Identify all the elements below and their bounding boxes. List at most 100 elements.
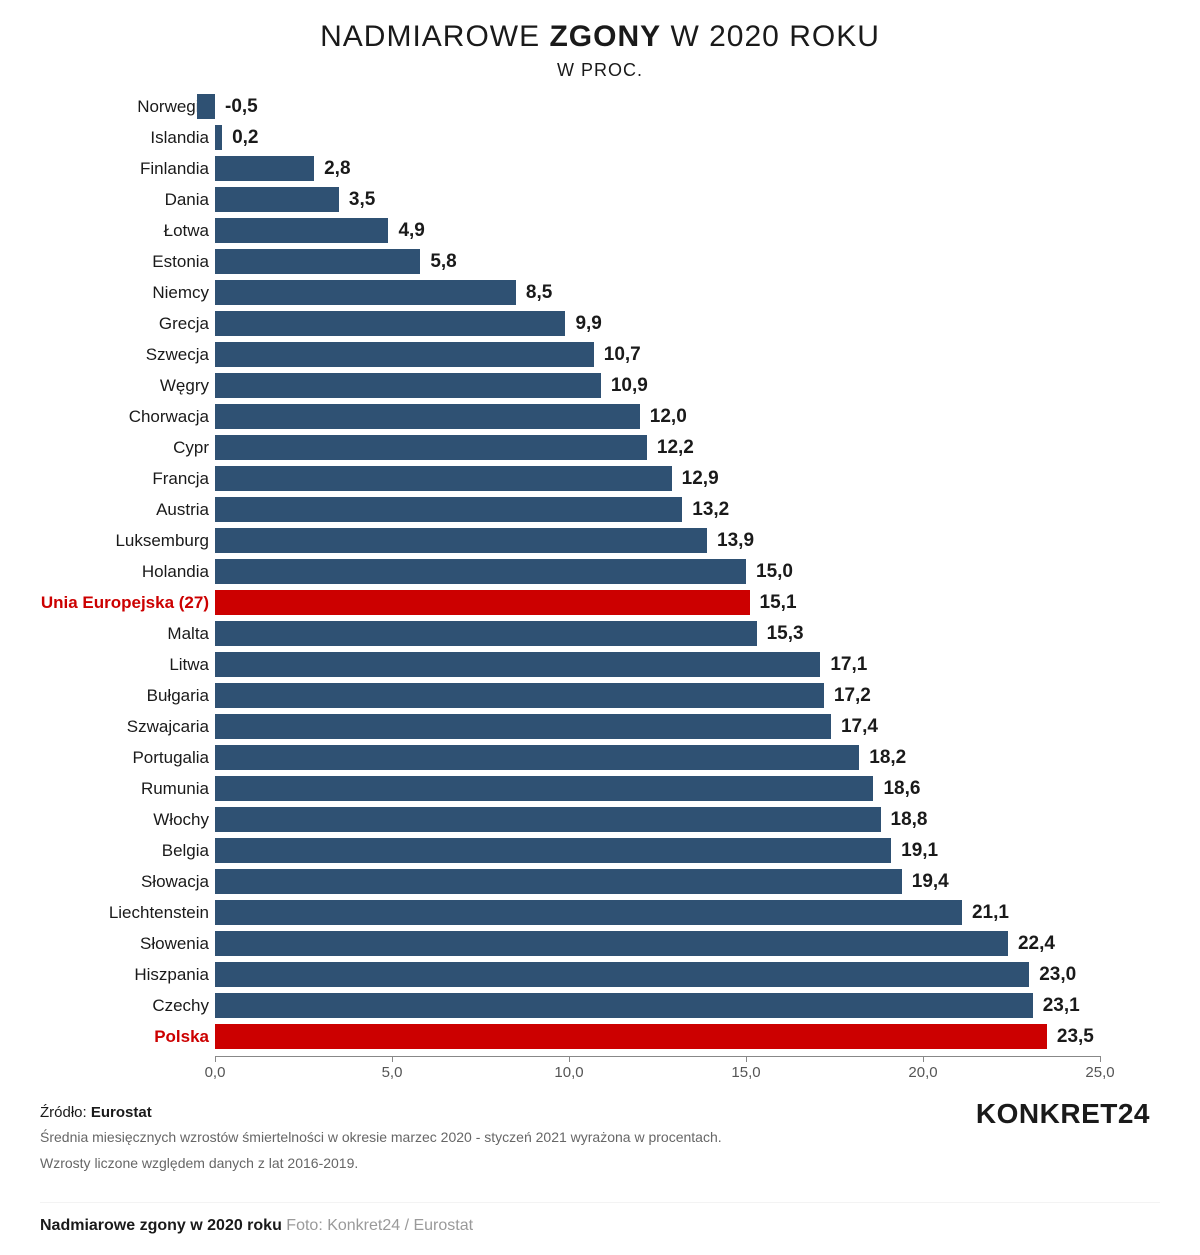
bar — [215, 404, 640, 429]
tick-mark — [215, 1056, 216, 1062]
value-label: 9,9 — [565, 313, 601, 335]
value-label: 13,9 — [707, 530, 754, 552]
bar-track: 19,4 — [215, 866, 1100, 897]
bar-track: 21,1 — [215, 897, 1100, 928]
value-label: 3,5 — [339, 189, 375, 211]
bar — [215, 838, 891, 863]
row-label: Holandia — [142, 562, 215, 582]
bar-row: Portugalia18,2 — [215, 742, 1100, 773]
bar — [215, 280, 516, 305]
value-label: 17,2 — [824, 685, 871, 707]
caption: Nadmiarowe zgony w 2020 roku Foto: Konkr… — [40, 1217, 1160, 1235]
value-label: 10,7 — [594, 344, 641, 366]
x-axis: 0,05,010,015,020,025,0 — [215, 1056, 1100, 1086]
bar — [215, 218, 388, 243]
row-label: Grecja — [159, 314, 215, 334]
bar-track: 19,1 — [215, 835, 1100, 866]
note-line-1: Średnia miesięcznych wzrostów śmiertelno… — [40, 1127, 1160, 1147]
bars-group: Norwegia-0,5Islandia0,2Finlandia2,8Dania… — [215, 91, 1100, 1052]
bar-row: Chorwacja12,0 — [215, 401, 1100, 432]
value-label: 15,3 — [757, 623, 804, 645]
row-label: Malta — [167, 624, 215, 644]
value-label: 12,9 — [672, 468, 719, 490]
bar-row: Grecja9,9 — [215, 308, 1100, 339]
bar — [197, 94, 215, 119]
bar-row: Hiszpania23,0 — [215, 959, 1100, 990]
bar-row: Szwajcaria17,4 — [215, 711, 1100, 742]
bar-row: Unia Europejska (27)15,1 — [215, 587, 1100, 618]
value-label: 15,1 — [750, 592, 797, 614]
bar-row: Norwegia-0,5 — [215, 91, 1100, 122]
bar-row: Węgry10,9 — [215, 370, 1100, 401]
bar-row: Polska23,5 — [215, 1021, 1100, 1052]
bar-track: 17,4 — [215, 711, 1100, 742]
bar-track: 18,8 — [215, 804, 1100, 835]
row-label: Estonia — [152, 252, 215, 272]
row-label: Islandia — [150, 128, 215, 148]
row-label: Finlandia — [140, 159, 215, 179]
bar-track: 13,2 — [215, 494, 1100, 525]
row-label: Francja — [152, 469, 215, 489]
bar — [215, 962, 1029, 987]
bar-highlight — [215, 1024, 1047, 1049]
tick-label: 0,0 — [205, 1064, 226, 1081]
bar-row: Liechtenstein21,1 — [215, 897, 1100, 928]
value-label: 4,9 — [388, 220, 424, 242]
tick-label: 15,0 — [731, 1064, 760, 1081]
bar-highlight — [215, 590, 750, 615]
axis-line — [215, 1056, 1100, 1057]
bar-row: Szwecja10,7 — [215, 339, 1100, 370]
brand-logo: KONKRET24 — [976, 1098, 1150, 1130]
bar-track: 4,9 — [215, 215, 1100, 246]
bar — [215, 249, 420, 274]
bar-track: 12,2 — [215, 432, 1100, 463]
bar-track: 23,1 — [215, 990, 1100, 1021]
row-label: Szwecja — [146, 345, 215, 365]
bar-track: 2,8 — [215, 153, 1100, 184]
bar — [215, 125, 222, 150]
tick-mark — [392, 1056, 393, 1062]
bar-track: 0,2 — [215, 122, 1100, 153]
bar — [215, 993, 1033, 1018]
footer: KONKRET24 Źródło: Eurostat Średnia miesi… — [40, 1104, 1160, 1174]
row-label: Cypr — [173, 438, 215, 458]
bar — [215, 187, 339, 212]
row-label: Dania — [165, 190, 215, 210]
value-label: 10,9 — [601, 375, 648, 397]
value-label: 13,2 — [682, 499, 729, 521]
row-label: Słowenia — [140, 934, 215, 954]
tick-mark — [746, 1056, 747, 1062]
row-label: Czechy — [152, 996, 215, 1016]
row-label: Liechtenstein — [109, 903, 215, 923]
value-label: 12,0 — [640, 406, 687, 428]
row-label: Polska — [154, 1027, 215, 1047]
bar — [215, 528, 707, 553]
bar-row: Rumunia18,6 — [215, 773, 1100, 804]
bar-row: Niemcy8,5 — [215, 277, 1100, 308]
bar-row: Litwa17,1 — [215, 649, 1100, 680]
bar-row: Słowenia22,4 — [215, 928, 1100, 959]
bar-track: 5,8 — [215, 246, 1100, 277]
bar-track: 23,5 — [215, 1021, 1100, 1052]
source-name: Eurostat — [91, 1104, 152, 1121]
row-label: Bułgaria — [147, 686, 215, 706]
row-label: Słowacja — [141, 872, 215, 892]
bar — [215, 497, 682, 522]
value-label: 2,8 — [314, 158, 350, 180]
bar-track: 15,1 — [215, 587, 1100, 618]
row-label: Rumunia — [141, 779, 215, 799]
value-label: 19,1 — [891, 840, 938, 862]
bar — [215, 342, 594, 367]
bar-track: 9,9 — [215, 308, 1100, 339]
bar-row: Belgia19,1 — [215, 835, 1100, 866]
bar-track: 12,9 — [215, 463, 1100, 494]
bar-track: 15,3 — [215, 618, 1100, 649]
chart-subtitle: W PROC. — [40, 60, 1160, 81]
value-label: 23,0 — [1029, 964, 1076, 986]
bar-track: 12,0 — [215, 401, 1100, 432]
bar-track: 13,9 — [215, 525, 1100, 556]
value-label: 21,1 — [962, 902, 1009, 924]
bar-row: Holandia15,0 — [215, 556, 1100, 587]
value-label: 0,2 — [222, 127, 258, 149]
chart-container: NADMIAROWE ZGONY W 2020 ROKU W PROC. Nor… — [0, 0, 1200, 1255]
